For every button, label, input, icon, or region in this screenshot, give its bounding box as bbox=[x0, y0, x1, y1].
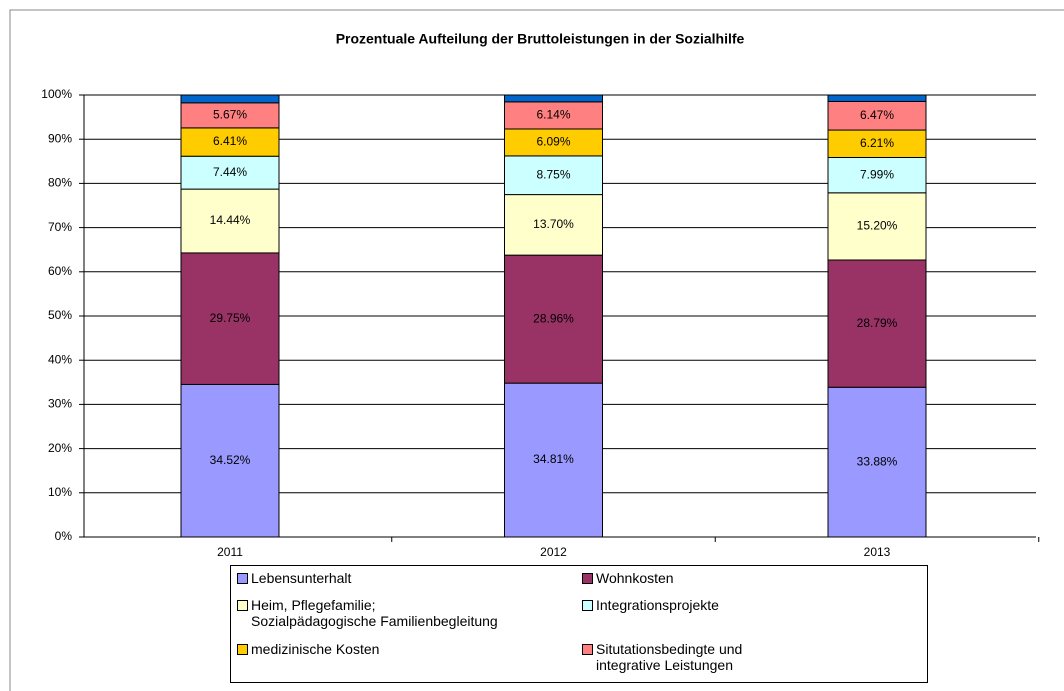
chart-border bbox=[9, 9, 1064, 691]
data-label: 13.70% bbox=[533, 217, 574, 231]
legend-item: Integrationsprojekte bbox=[582, 597, 927, 634]
y-tick-label: 30% bbox=[48, 397, 72, 411]
data-label: 5.67% bbox=[213, 108, 247, 122]
legend-item: Heim, Pflegefamilie; Sozialpädagogische … bbox=[237, 597, 582, 634]
y-tick-label: 20% bbox=[48, 441, 72, 455]
legend-swatch bbox=[582, 573, 593, 584]
legend-swatch bbox=[582, 600, 593, 612]
bar-segment bbox=[180, 127, 280, 157]
legend-label: Situtationsbedingte und integrative Leis… bbox=[596, 640, 743, 673]
legend-swatch bbox=[237, 600, 248, 612]
y-tick-label: 10% bbox=[48, 485, 72, 499]
y-tick-label: 80% bbox=[48, 176, 72, 190]
legend-label: medizinische Kosten bbox=[251, 640, 380, 657]
data-label: 28.79% bbox=[857, 316, 898, 330]
data-label: 6.14% bbox=[536, 108, 570, 122]
x-tick-label: 2012 bbox=[540, 545, 567, 559]
bar-segment bbox=[180, 383, 280, 538]
data-label: 6.21% bbox=[860, 136, 894, 150]
y-tick-label: 60% bbox=[48, 264, 72, 278]
bar-segment bbox=[504, 194, 603, 256]
data-label: 14.44% bbox=[210, 213, 251, 227]
y-tick-label: 90% bbox=[48, 131, 72, 145]
chart-title: Prozentuale Aufteilung der Bruttoleistun… bbox=[336, 31, 745, 47]
bar-segment bbox=[504, 155, 603, 196]
x-tick-label: 2013 bbox=[864, 545, 891, 559]
legend-item: Situtationsbedingte und integrative Leis… bbox=[582, 641, 927, 678]
bar-segment bbox=[827, 94, 927, 102]
data-label: 7.99% bbox=[860, 167, 894, 181]
data-label: 28.96% bbox=[533, 311, 574, 325]
legend-item: Lebensunterhalt bbox=[237, 570, 582, 591]
x-tick-label: 2011 bbox=[217, 545, 243, 559]
data-label: 29.75% bbox=[210, 311, 251, 325]
legend-swatch bbox=[582, 643, 593, 655]
bar-segment bbox=[827, 259, 927, 388]
data-label: 6.09% bbox=[536, 135, 570, 149]
bar-segment bbox=[504, 382, 603, 538]
legend-item: Wohnkosten bbox=[582, 570, 927, 591]
legend-swatch bbox=[237, 643, 248, 655]
legend-label: Lebensunterhalt bbox=[251, 570, 352, 586]
legend-label: Integrationsprojekte bbox=[596, 597, 719, 614]
bar-segment bbox=[504, 101, 603, 130]
data-label: 6.41% bbox=[213, 134, 247, 148]
legend-label: Wohnkosten bbox=[596, 570, 674, 586]
legend: Lebensunterhalt Wohnkosten Heim, Pflegefam… bbox=[230, 565, 928, 683]
data-label: 34.81% bbox=[533, 452, 574, 466]
legend-label: Heim, Pflegefamilie; Sozialpädagogische … bbox=[251, 597, 498, 630]
data-label: 8.75% bbox=[536, 167, 570, 181]
data-label: 7.44% bbox=[213, 165, 247, 179]
bar-segment bbox=[180, 102, 280, 129]
bar-segment bbox=[827, 156, 927, 194]
bar-segment bbox=[504, 254, 603, 384]
bar-segment bbox=[827, 192, 927, 261]
bar-segment bbox=[180, 94, 280, 104]
bar-segment bbox=[827, 129, 927, 158]
data-label: 34.52% bbox=[210, 453, 251, 467]
y-tick-label: 70% bbox=[48, 220, 72, 234]
y-tick-label: 40% bbox=[48, 352, 72, 366]
data-label: 6.47% bbox=[860, 108, 894, 122]
y-tick-label: 100% bbox=[41, 87, 72, 101]
bar-segment bbox=[180, 188, 280, 254]
y-tick-label: 0% bbox=[55, 529, 73, 543]
bar-segment bbox=[504, 94, 603, 103]
y-tick-label: 50% bbox=[48, 308, 72, 322]
legend-swatch bbox=[237, 573, 248, 584]
data-label: 33.88% bbox=[857, 454, 898, 468]
bar-segment bbox=[827, 386, 927, 538]
legend-item: medizinische Kosten bbox=[237, 641, 582, 678]
data-label: 15.20% bbox=[857, 219, 898, 233]
